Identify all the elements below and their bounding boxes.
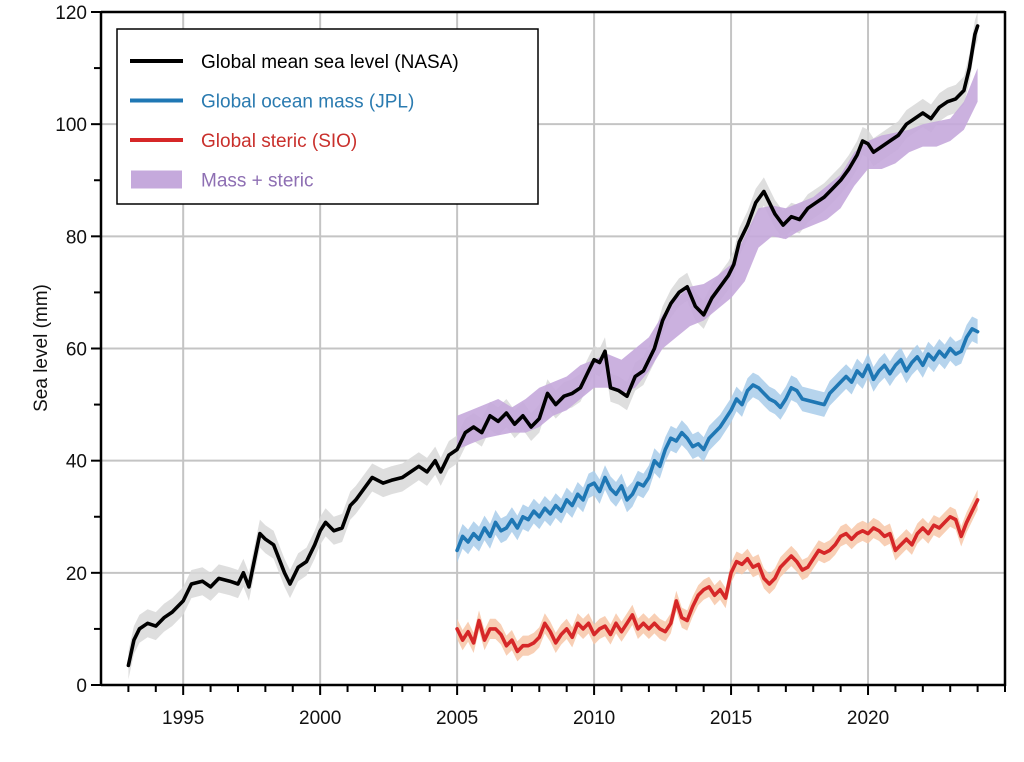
uncertainty-band-1 [457,316,978,563]
legend-label: Global mean sea level (NASA) [201,52,459,73]
legend-label: Global ocean mass (JPL) [201,92,414,113]
y-tick-label: 60 [66,340,87,361]
y-tick-label: 120 [55,3,87,24]
x-tick-label: 2000 [299,708,341,729]
legend-swatch-band [131,170,182,189]
x-axis-ticks: 1995 2000 2005 2010 2015 2020 [127,685,1006,729]
y-tick-label: 40 [66,452,87,473]
y-tick-label: 0 [76,676,87,697]
y-tick-label: 80 [66,227,87,248]
y-tick-label: 100 [55,115,87,136]
x-tick-label: 2005 [436,708,478,729]
y-tick-label: 20 [66,564,87,585]
x-tick-label: 2015 [710,708,752,729]
y-axis-title: Sea level (mm) [31,284,52,412]
x-tick-label: 2020 [847,708,889,729]
legend: Global mean sea level (NASA) Global ocean… [116,28,539,205]
series-line-nasa-gmsl [126,24,980,668]
series-lines [126,24,980,668]
series-line-jpl-ocean-mass [455,327,980,553]
legend-label: Global steric (SIO) [201,131,357,152]
legend-box [116,28,539,205]
series-line-sio-steric [455,498,980,654]
mass-plus-steric-band [457,68,978,450]
legend-label: Mass + steric [201,171,313,192]
x-tick-label: 1995 [162,708,204,729]
y-axis-ticks: 0 20 40 60 80 100 120 [55,3,101,697]
x-tick-label: 2010 [573,708,615,729]
